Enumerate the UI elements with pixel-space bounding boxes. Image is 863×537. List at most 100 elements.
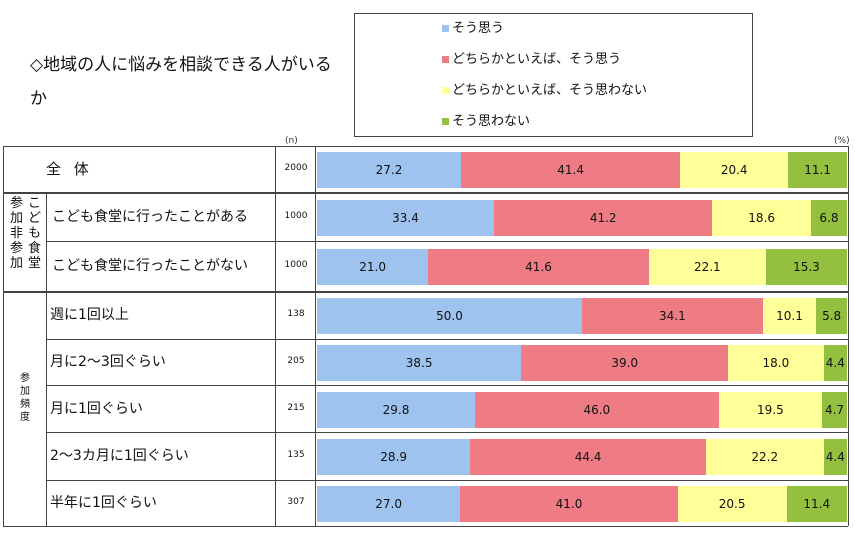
- bar-segment-dochiraka-soomowanai: 18.6: [712, 199, 811, 236]
- data-label: 20.5: [718, 497, 746, 511]
- bar-segment-dochiraka-soomou: 41.0: [460, 486, 678, 522]
- legend-swatch-soomou: [442, 25, 449, 32]
- bar-segment-dochiraka-soomou: 41.6: [428, 249, 649, 285]
- chart-title: ◇地域の人に悩みを相談できる人がいるか: [30, 55, 332, 109]
- bar-segment-dochiraka-soomou: 39.0: [521, 345, 729, 381]
- n-col-divider: [315, 146, 316, 526]
- stacked-bar: 38.5 39.0 18.0 4.4: [317, 345, 847, 381]
- data-label: 50.0: [436, 309, 463, 323]
- data-label: 5.8: [822, 309, 842, 323]
- n-value: 135: [287, 450, 305, 460]
- row-label: 全 体: [46, 160, 93, 178]
- bar-segment-soomowanai: 4.7: [822, 391, 847, 428]
- bar-segment-dochiraka-soomowanai: 22.2: [705, 439, 824, 475]
- data-label: 18.6: [748, 210, 776, 225]
- bar-segment-dochiraka-soomou: 41.2: [494, 199, 713, 236]
- group-label-kodomo-shokudo: こども食堂: [27, 196, 41, 271]
- row-label: 2～3カ月に1回ぐらい: [50, 448, 189, 464]
- data-label: 34.1: [659, 309, 686, 323]
- row-label: 半年に1回ぐらい: [50, 495, 157, 511]
- row-separator: [46, 432, 848, 433]
- legend-item-soomowanai: そう思わない: [442, 113, 531, 131]
- data-label: 4.4: [825, 356, 845, 370]
- row-separator: [46, 385, 848, 386]
- legend-label-soomowanai: そう思わない: [452, 114, 531, 129]
- bar-segment-dochiraka-soomowanai: 20.4: [680, 152, 789, 188]
- bar-segment-dochiraka-soomou: 46.0: [474, 391, 719, 428]
- data-label: 39.0: [611, 356, 639, 370]
- n-value: 205: [287, 356, 305, 366]
- n-value: 215: [287, 402, 305, 413]
- bar-segment-soomou: 21.0: [317, 249, 429, 285]
- row-separator: [3, 291, 848, 293]
- legend-label-dochiraka-soomou: どちらかといえば、そう思う: [452, 52, 622, 67]
- bar-segment-soomou: 33.4: [317, 199, 495, 236]
- row-label: 週に1回以上: [50, 307, 129, 323]
- legend-item-dochiraka-soomowanai: どちらかといえば、そう思わない: [442, 82, 648, 100]
- bar-segment-dochiraka-soomowanai: 19.5: [718, 391, 823, 428]
- bar-segment-soomowanai: 4.4: [823, 439, 847, 475]
- legend-label-soomou: そう思う: [452, 21, 505, 36]
- data-label: 27.2: [375, 163, 403, 177]
- data-label: 38.5: [405, 356, 433, 370]
- data-label: 6.8: [819, 210, 839, 225]
- data-label: 46.0: [583, 402, 611, 417]
- group-label-participation: 参加非参加: [9, 196, 23, 271]
- row-separator: [46, 241, 848, 242]
- bar-segment-soomou: 27.2: [317, 152, 462, 188]
- bar-segment-dochiraka-soomowanai: 18.0: [728, 345, 824, 381]
- stacked-bar: 33.4 41.2 18.6 6.8: [317, 199, 847, 236]
- data-label: 11.1: [804, 163, 831, 177]
- data-label: 28.9: [380, 450, 408, 464]
- data-label: 41.6: [525, 260, 552, 274]
- data-label: 41.2: [589, 210, 617, 225]
- row-separator: [3, 192, 848, 194]
- table-border-right: [848, 146, 849, 526]
- n-value: 1000: [284, 210, 308, 221]
- n-value: 2000: [284, 163, 308, 173]
- bar-segment-soomou: 27.0: [317, 486, 461, 522]
- stacked-bar: 21.0 41.6 22.1 15.3: [317, 249, 847, 285]
- data-label: 10.1: [776, 309, 803, 323]
- data-label: 22.1: [693, 260, 721, 274]
- bar-segment-dochiraka-soomou: 34.1: [582, 298, 763, 334]
- legend: そう思う どちらかといえば、そう思う どちらかといえば、そう思わない そう思わな…: [354, 13, 753, 137]
- label-col-divider: [275, 146, 276, 526]
- n-value: 138: [287, 309, 305, 319]
- bar-segment-soomowanai: 4.4: [823, 345, 847, 381]
- percent-unit-label: (%): [834, 136, 850, 146]
- data-label: 4.4: [825, 450, 845, 464]
- n-value: 307: [287, 497, 305, 507]
- bar-segment-dochiraka-soomowanai: 22.1: [648, 249, 766, 285]
- bar-segment-soomowanai: 6.8: [810, 199, 847, 236]
- bar-segment-dochiraka-soomowanai: 20.5: [677, 486, 787, 522]
- row-label: こども食堂に行ったことがない: [52, 258, 248, 274]
- bar-segment-soomou: 29.8: [317, 391, 475, 428]
- data-label: 21.0: [359, 260, 386, 274]
- bar-segment-dochiraka-soomou: 41.4: [461, 152, 681, 188]
- data-label: 22.2: [751, 450, 779, 464]
- data-label: 41.0: [555, 497, 583, 511]
- stacked-bar: 27.2 41.4 20.4 11.1: [317, 152, 847, 188]
- data-label: 18.0: [762, 356, 790, 370]
- row-separator: [46, 339, 848, 340]
- row-label: 月に2～3回ぐらい: [50, 354, 166, 370]
- legend-swatch-dochiraka-soomowanai: [442, 87, 449, 94]
- bar-segment-dochiraka-soomou: 44.4: [470, 439, 706, 475]
- bar-segment-dochiraka-soomowanai: 10.1: [762, 298, 817, 334]
- row-label: こども食堂に行ったことがある: [52, 208, 248, 225]
- legend-swatch-dochiraka-soomou: [442, 56, 449, 63]
- bar-segment-soomou: 50.0: [317, 298, 582, 334]
- bar-segment-soomou: 38.5: [317, 345, 522, 381]
- stacked-bar: 50.0 34.1 10.1 5.8: [317, 298, 847, 334]
- legend-label-dochiraka-soomowanai: どちらかといえば、そう思わない: [452, 83, 648, 98]
- data-label: 15.3: [793, 260, 820, 274]
- table-border-left: [3, 146, 4, 526]
- table-border-bottom: [3, 526, 848, 527]
- group-label-frequency: 参加頻度: [20, 373, 30, 423]
- data-label: 41.4: [557, 163, 584, 177]
- row-separator: [46, 480, 848, 481]
- bar-segment-soomowanai: 5.8: [816, 298, 847, 334]
- data-label: 44.4: [574, 450, 602, 464]
